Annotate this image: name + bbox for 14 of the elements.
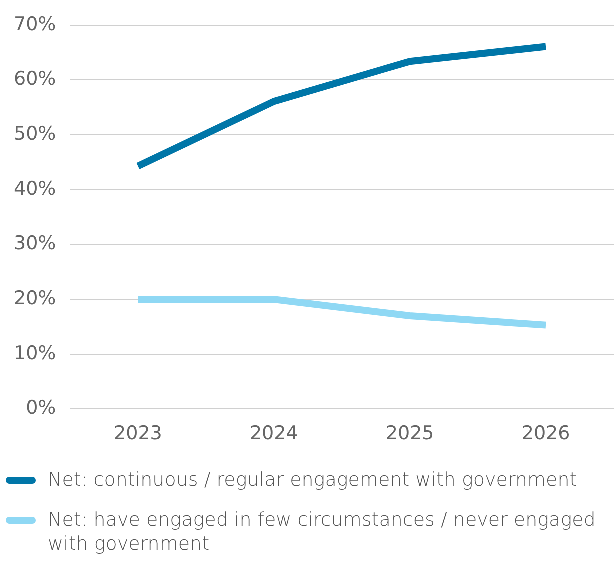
- y-tick-label: 60%: [14, 68, 56, 90]
- legend-label: Net: have engaged in few circumstances / never engaged with government: [48, 508, 597, 556]
- x-tick-label: 2023: [114, 422, 162, 445]
- y-tick-label: 70%: [14, 13, 56, 36]
- x-tick-label: 2025: [386, 422, 434, 445]
- x-tick-label: 2024: [250, 422, 298, 445]
- y-tick-label: 40%: [14, 178, 56, 200]
- y-tick-label: 50%: [14, 122, 56, 145]
- x-tick-label: 2026: [522, 422, 570, 445]
- legend-label: Net: continuous / regular engagement with government: [48, 468, 578, 492]
- y-tick-label: 0%: [26, 397, 56, 420]
- y-tick-label: 30%: [14, 232, 56, 255]
- y-tick-label: 20%: [14, 287, 56, 310]
- y-tick-label: 10%: [14, 342, 56, 364]
